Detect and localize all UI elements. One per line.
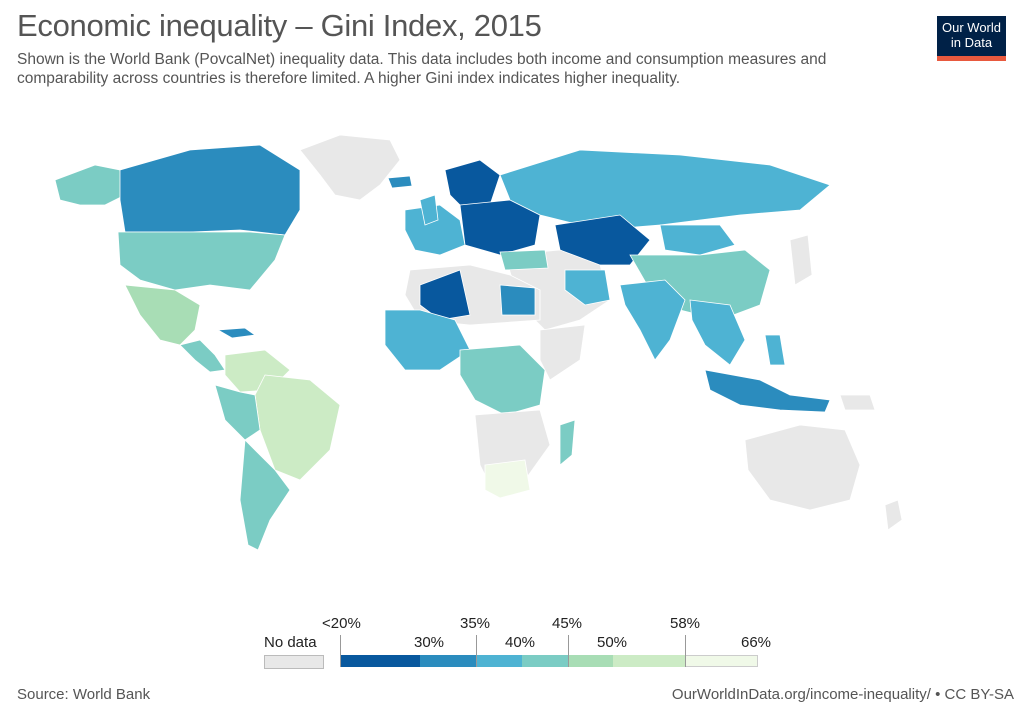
region-iran [564, 269, 611, 306]
legend-tick [568, 635, 569, 667]
region-usa [117, 231, 286, 291]
legend-label-upper-2: 45% [552, 615, 583, 632]
region-greenland [299, 134, 401, 201]
legend-label-upper-0: <20% [322, 615, 361, 632]
source-link[interactable]: OurWorldInData.org/income-inequality/ • … [671, 686, 1014, 703]
region-algeria [419, 269, 471, 321]
region-mongolia [659, 224, 736, 256]
region-turkey [499, 249, 549, 271]
region-canada [119, 144, 301, 236]
color-legend: No data <20% 35% 45% 58% 30% 40% 50% 66% [0, 600, 1024, 680]
region-west-africa [384, 309, 471, 371]
region-alaska [54, 164, 126, 206]
legend-bin-3 [522, 655, 568, 667]
region-southern-cone [239, 439, 291, 551]
legend-label-lower-2: 50% [597, 634, 628, 651]
region-central-america [179, 339, 226, 373]
legend-no-data-label: No data [264, 634, 317, 651]
region-uk [419, 194, 439, 226]
source-note: Source: World Bank [17, 686, 151, 703]
legend-tick [476, 635, 477, 667]
owid-logo[interactable]: Our World in Data [937, 16, 1006, 61]
region-australia [744, 424, 861, 511]
chart-title: Economic inequality – Gini Index, 2015 [17, 8, 542, 43]
legend-no-data-swatch [264, 655, 324, 669]
region-indonesia [704, 369, 831, 413]
legend-bin-1 [420, 655, 476, 667]
world-map[interactable] [0, 120, 1024, 560]
legend-bin-2 [476, 655, 522, 667]
legend-bin-5 [613, 655, 685, 667]
legend-tick [340, 635, 341, 667]
region-new-zealand [884, 499, 903, 531]
region-egypt [499, 284, 536, 316]
region-philippines [764, 334, 786, 366]
legend-label-upper-1: 35% [460, 615, 491, 632]
region-east-africa [539, 324, 586, 381]
chart-subtitle: Shown is the World Bank (PovcalNet) ineq… [17, 51, 827, 87]
region-southeast-asia [689, 299, 746, 366]
region-madagascar [559, 419, 576, 466]
legend-tick [685, 635, 686, 667]
legend-label-lower-1: 40% [505, 634, 536, 651]
legend-bin-4 [568, 655, 613, 667]
legend-label-lower-3: 66% [741, 634, 772, 651]
region-western-europe [404, 204, 466, 256]
legend-label-lower-0: 30% [414, 634, 445, 651]
region-central-africa [459, 344, 546, 416]
region-mexico [124, 284, 201, 346]
legend-bin-6 [685, 655, 758, 667]
legend-label-upper-3: 58% [670, 615, 701, 632]
region-south-africa [484, 459, 531, 499]
region-india [619, 279, 686, 361]
logo-line-1: Our World [942, 20, 1001, 35]
legend-bin-0 [340, 655, 420, 667]
region-russia [499, 149, 831, 231]
region-peru [214, 384, 261, 441]
region-papua [839, 394, 876, 411]
logo-line-2: in Data [950, 35, 993, 50]
region-iceland [387, 175, 413, 189]
region-japan [789, 234, 813, 286]
region-caribbean [216, 327, 257, 339]
